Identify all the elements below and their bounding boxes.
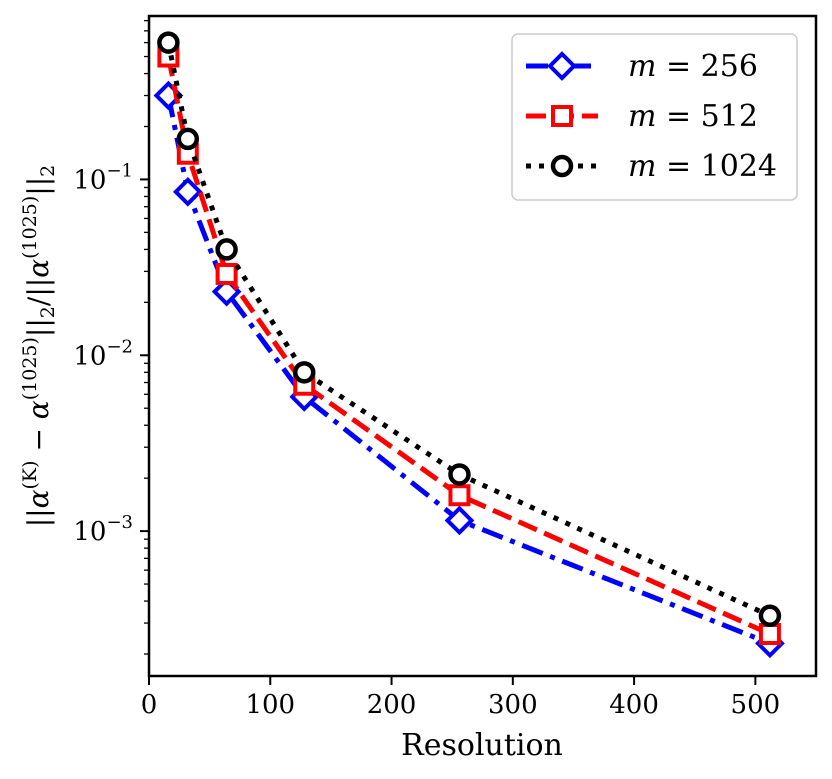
data-point: [758, 604, 782, 628]
series-512: [157, 45, 781, 645]
legend-label: m = 256: [628, 49, 758, 84]
data-point: [176, 127, 200, 151]
legend-item-256: m = 256: [526, 49, 758, 84]
x-tick-label: 300: [488, 690, 538, 720]
legend-box: [511, 33, 798, 201]
legend-marker: [550, 154, 574, 178]
axes-frame: [147, 14, 818, 678]
data-point: [172, 177, 203, 207]
series-line: [165, 95, 771, 646]
legend-marker: [551, 105, 573, 127]
legend-item-1024: m = 1024: [526, 149, 777, 184]
y-label-sup-k: (K): [19, 460, 41, 489]
y-tick-label: 10−2: [73, 336, 133, 371]
legend: m = 256 m = 512 m = 1024: [511, 33, 798, 201]
y-label-norm-mid: ||: [22, 318, 55, 337]
x-axis: 0 100 200 300 400 500: [141, 676, 780, 720]
y-tick-label: 10−3: [73, 512, 133, 547]
data-point: [215, 238, 238, 261]
y-label-minus: −: [22, 419, 55, 460]
data-point: [448, 484, 471, 507]
data-point: [444, 505, 475, 536]
x-tick-label: 0: [141, 690, 158, 720]
series-line: [165, 56, 771, 637]
y-tick-label: 10−1: [73, 160, 133, 195]
y-label-norm-close: ||: [22, 177, 55, 196]
data-point: [157, 31, 180, 54]
y-label-sub-2-den: 2: [37, 165, 59, 177]
data-point: [448, 463, 471, 486]
data-point: [215, 262, 238, 285]
y-label-norm-open: ||: [22, 508, 55, 527]
x-tick-label: 100: [245, 690, 295, 720]
legend-marker: [547, 51, 577, 81]
y-label-alpha-k: α: [22, 489, 55, 508]
y-label-alpha-ref: α: [22, 400, 55, 419]
legend-item-512: m = 512: [526, 99, 758, 134]
y-label-slash: /||: [22, 278, 55, 306]
y-axis: 10−3 10−2 10−1: [73, 160, 149, 547]
x-axis-label: Resolution: [401, 728, 563, 763]
data-point: [758, 622, 781, 645]
y-label-sub-2: 2: [37, 306, 59, 318]
x-tick-label: 500: [731, 690, 781, 720]
series-layer: [153, 31, 785, 659]
y-label-sup-ref: (1025): [19, 337, 41, 400]
x-tick-label: 400: [609, 690, 659, 720]
data-point: [292, 361, 316, 384]
series-line: [165, 42, 771, 619]
y-label-alpha-den: α: [22, 259, 55, 278]
series-1024: [157, 31, 782, 628]
legend-label: m = 1024: [628, 149, 777, 184]
x-tick-label: 200: [367, 690, 417, 720]
y-label-sup-den: (1025): [19, 196, 41, 259]
y-axis-label: ||α(K) − α(1025)||2/||α(1025)||2: [19, 165, 59, 528]
legend-label: m = 512: [628, 99, 758, 134]
